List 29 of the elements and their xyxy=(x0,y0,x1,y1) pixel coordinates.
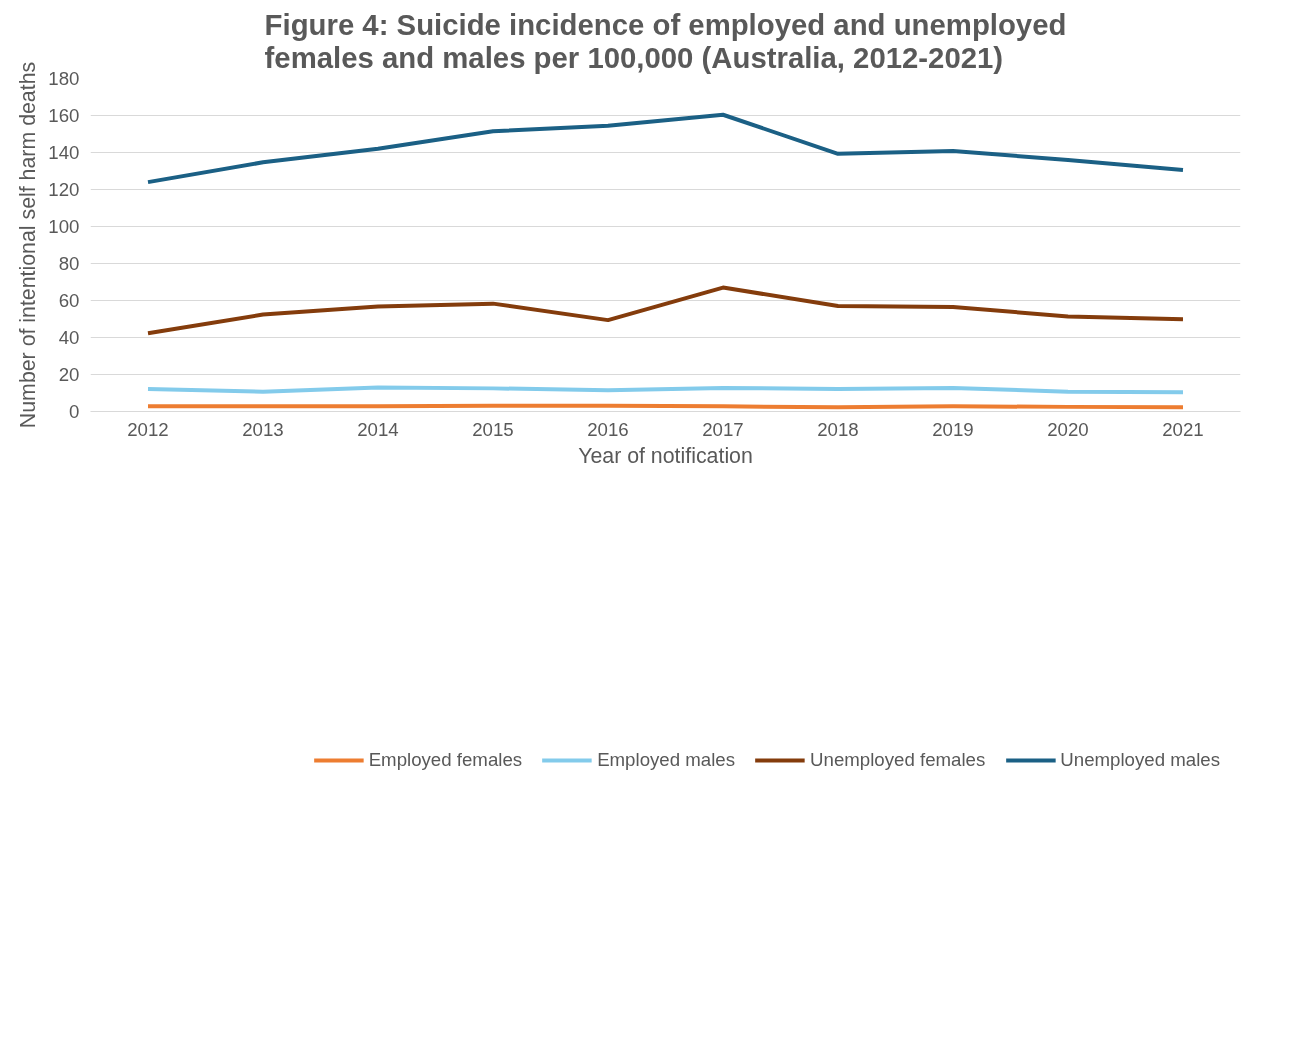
x-tick-label: 2018 xyxy=(817,418,859,440)
x-axis-title: Year of notification xyxy=(578,443,753,468)
y-tick-label: 20 xyxy=(58,364,80,385)
line-series xyxy=(146,112,1185,185)
x-tick-label: 2014 xyxy=(357,418,399,440)
x-tick-label: 2016 xyxy=(587,418,629,440)
y-tick-label: 0 xyxy=(69,401,80,422)
x-tick-label: 2013 xyxy=(242,418,284,440)
line-series xyxy=(146,285,1185,336)
y-axis-title: Number of intentional self harm deaths xyxy=(16,61,41,429)
y-tick-label: 120 xyxy=(48,179,80,200)
x-tick-label: 2020 xyxy=(1047,418,1089,440)
x-tick-label: 2017 xyxy=(702,418,744,440)
y-tick-label: 160 xyxy=(48,105,80,126)
y-tick-label: 60 xyxy=(58,290,80,311)
chart-title: Figure 4: Suicide incidence of employed and unemployed females and males per 100,000 (Australia, 2012-2021) xyxy=(264,7,1067,74)
legend-label: Employed females xyxy=(368,749,523,771)
y-tick-label: 140 xyxy=(48,142,80,163)
x-tick-label: 2012 xyxy=(127,418,169,440)
legend-label: Unemployed females xyxy=(810,749,986,771)
x-tick-label: 2019 xyxy=(932,418,974,440)
legend-label: Employed males xyxy=(597,749,736,771)
y-tick-label: 40 xyxy=(58,327,80,348)
x-tick-label: 2015 xyxy=(472,418,514,440)
legend-label: Unemployed males xyxy=(1060,749,1220,771)
y-tick-label: 180 xyxy=(48,68,80,89)
y-tick-label: 100 xyxy=(48,216,80,237)
x-tick-label: 2021 xyxy=(1162,418,1204,440)
y-tick-label: 80 xyxy=(58,253,80,274)
